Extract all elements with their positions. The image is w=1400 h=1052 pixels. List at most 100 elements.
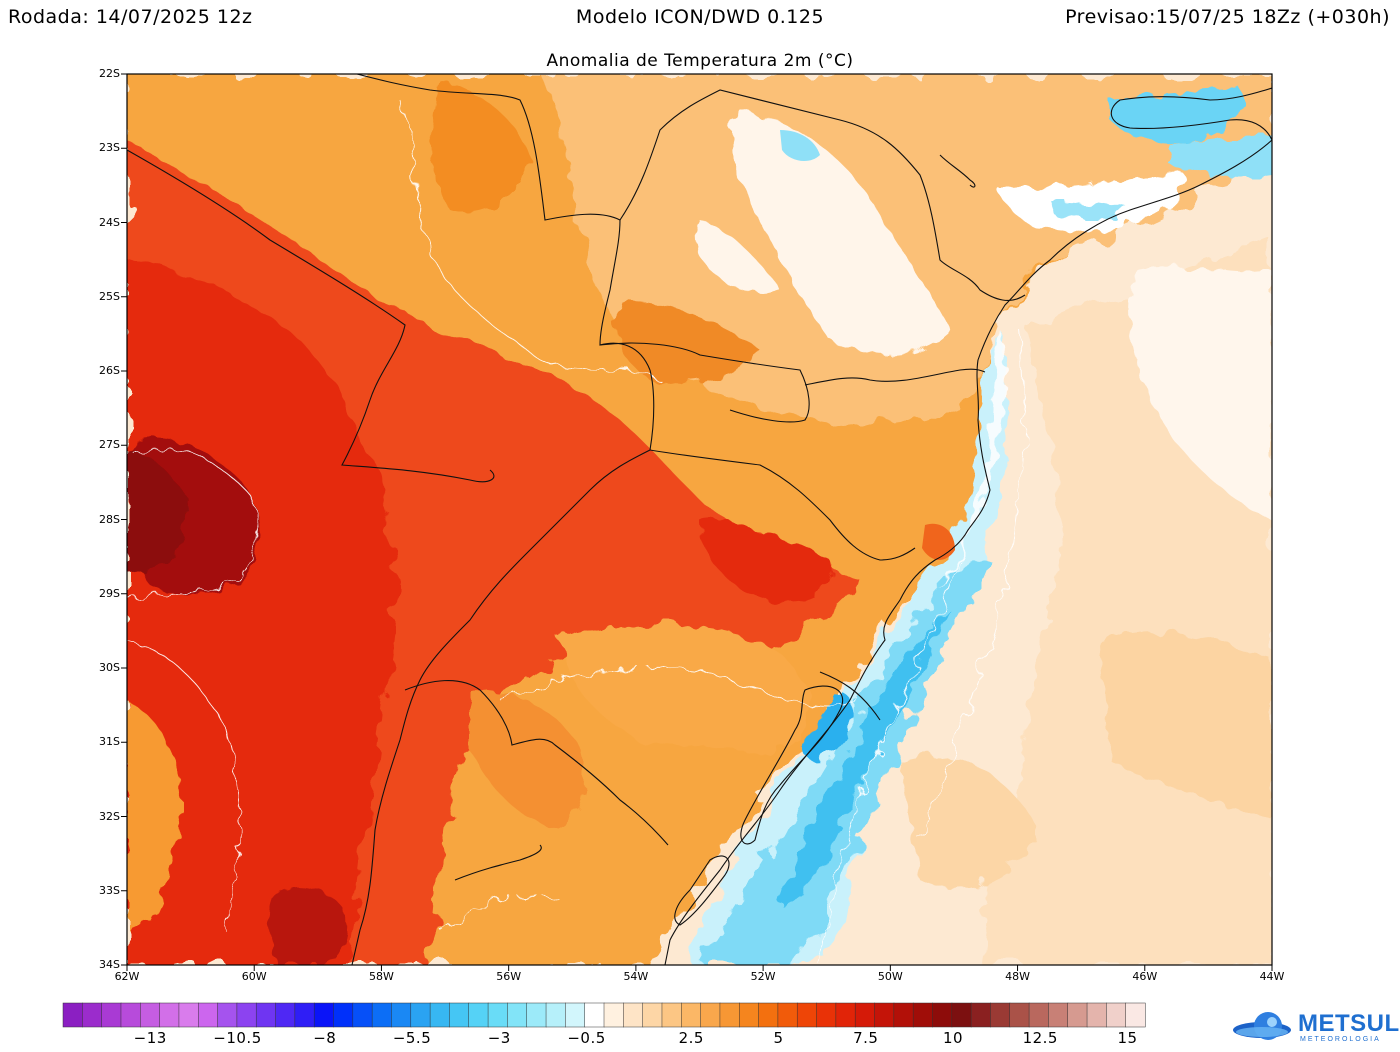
longitude-label: 50W — [877, 970, 903, 983]
metsul-logo-icon — [1233, 1012, 1291, 1040]
model-label: Modelo ICON/DWD 0.125 — [575, 6, 825, 28]
colorbar-cell — [62, 1002, 83, 1028]
colorbar-label: −10.5 — [213, 1029, 262, 1047]
colorbar-cell — [391, 1002, 412, 1028]
metsul-logo-subtitle: METEOROLOGIA — [1300, 1036, 1381, 1043]
colorbar-label: 10 — [942, 1029, 964, 1047]
colorbar-cell — [526, 1002, 547, 1028]
colorbar-cell — [603, 1002, 624, 1028]
colorbar-label: −8 — [313, 1029, 337, 1047]
colorbar-label: 2.5 — [678, 1029, 704, 1047]
latitude-label: 32S — [99, 809, 120, 823]
colorbar-cell — [1009, 1002, 1030, 1028]
colorbar-label: 15 — [1117, 1029, 1138, 1047]
colorbar-cell — [835, 1002, 856, 1028]
latitude-label: 31S — [99, 735, 120, 749]
colorbar-label: 5 — [773, 1029, 784, 1047]
colorbar-cell — [236, 1002, 257, 1028]
colorbar-cell — [623, 1002, 644, 1028]
colorbar-cell — [468, 1002, 489, 1028]
colorbar-cell — [758, 1002, 779, 1028]
boundaries — [127, 74, 1272, 965]
colorbar-cell — [1106, 1002, 1127, 1028]
longitude-label: 58W — [369, 970, 394, 983]
colorbar-cell — [854, 1002, 876, 1028]
longitude-label: 56W — [496, 970, 522, 983]
colorbar-cell — [912, 1002, 934, 1028]
run-date-label: Rodada: 14/07/2025 12z — [8, 6, 253, 28]
colorbar-cell — [217, 1002, 238, 1028]
colorbar-label: 12.5 — [1022, 1029, 1058, 1047]
colorbar-cell — [777, 1002, 798, 1028]
metsul-logo-text: METSUL — [1298, 1010, 1400, 1037]
colorbar-cell — [178, 1002, 199, 1028]
longitude-label: 54W — [623, 970, 649, 983]
map-title: Anomalia de Temperatura 2m (°C) — [546, 51, 854, 71]
latitude-label: 29S — [99, 586, 120, 600]
latitude-label: 25S — [99, 289, 120, 303]
colorbar-cell — [642, 1002, 663, 1028]
colorbar-cell — [82, 1002, 103, 1028]
latitude-label: 28S — [99, 512, 120, 526]
colorbar-cell — [487, 1002, 508, 1028]
colorbar-cell — [507, 1002, 528, 1028]
latitude-label: 33S — [99, 883, 120, 897]
colorbar-cell — [449, 1002, 470, 1028]
colorbar-cell — [198, 1002, 219, 1028]
longitude-label: 46W — [1132, 970, 1158, 983]
colorbar-cell — [681, 1002, 702, 1028]
latitude-label: 34S — [99, 958, 120, 971]
colorbar-cell — [159, 1002, 180, 1028]
colorbar-cell — [951, 1002, 972, 1028]
colorbar-cell — [1067, 1002, 1088, 1028]
colorbar-cell — [255, 1002, 277, 1028]
colorbar-cell — [275, 1002, 296, 1028]
colorbar-cell — [120, 1002, 141, 1028]
colorbar-cell — [333, 1002, 354, 1028]
colorbar-cell — [874, 1002, 895, 1028]
latitude-label: 26S — [99, 364, 120, 377]
longitude-label: 48W — [1005, 970, 1030, 983]
longitude-label: 60W — [241, 970, 267, 983]
latitude-label: 22S — [99, 67, 120, 80]
colorbar-cell — [101, 1002, 122, 1028]
colorbar-cell — [410, 1002, 431, 1028]
colorbar-label: −3 — [487, 1029, 511, 1047]
longitude-label: 52W — [750, 970, 776, 983]
colorbar-cell — [816, 1002, 837, 1028]
axis-ticks — [121, 73, 1273, 971]
colorbar-cell — [352, 1002, 373, 1028]
colorbar-cell — [429, 1002, 450, 1028]
forecast-time-label: Previsao:15/07/25 18Zz (+030h) — [1065, 6, 1390, 28]
colorbar-cell — [661, 1002, 682, 1028]
colorbar-cell — [739, 1002, 760, 1028]
colorbar-cell — [1086, 1002, 1107, 1028]
colorbar-cell — [932, 1002, 953, 1028]
longitude-label: 62W — [114, 970, 140, 983]
colorbar-cell — [796, 1002, 818, 1028]
colorbar-cell — [140, 1002, 161, 1028]
colorbar-cell — [371, 1002, 393, 1028]
colorbar-cell — [719, 1002, 740, 1028]
latitude-label: 30S — [99, 661, 120, 674]
temperature-anomaly-map — [121, 73, 1273, 971]
latitude-label: 23S — [99, 141, 120, 155]
colorbar-cell — [584, 1002, 605, 1028]
colorbar-cell — [565, 1002, 586, 1028]
colorbar-cell — [970, 1002, 991, 1028]
isotherm-contours — [127, 99, 1025, 965]
latitude-label: 24S — [99, 215, 120, 229]
colorbar-cell — [990, 1002, 1011, 1028]
colorbar-label: −5.5 — [392, 1029, 432, 1047]
longitude-label: 44W — [1259, 970, 1285, 983]
colorbar-cell — [1125, 1002, 1146, 1028]
colorbar-label: −13 — [133, 1029, 167, 1047]
colorbar-cell — [1028, 1002, 1049, 1028]
colorbar-label: −0.5 — [567, 1029, 606, 1047]
colorbar-cell — [313, 1002, 335, 1028]
anomaly-field — [127, 74, 1272, 965]
latitude-label: 27S — [99, 438, 120, 452]
colorbar-cell — [700, 1002, 721, 1028]
colorbar-cell — [294, 1002, 315, 1028]
colorbar-cell — [893, 1002, 914, 1028]
